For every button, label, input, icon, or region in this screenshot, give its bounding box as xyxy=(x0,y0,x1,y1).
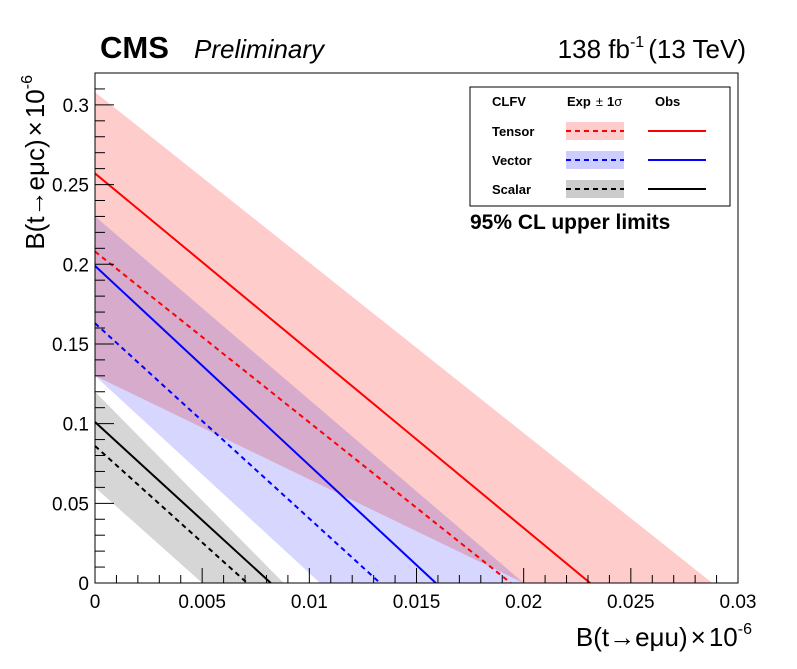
legend-header-pm: ± xyxy=(596,94,603,109)
y-tick-label: 0.2 xyxy=(63,255,89,276)
bands-layer xyxy=(95,92,713,583)
y-axis-title: B(t→eμc) × 10-6 xyxy=(19,75,50,250)
x-axis-title: B(t→eμu) × 10-6 xyxy=(576,621,752,652)
y-tick-label: 0 xyxy=(78,574,89,595)
legend-header-obs: Obs xyxy=(655,94,680,109)
x-tick-label: 0.025 xyxy=(607,592,655,613)
y-axis-main: B(t→eμc) xyxy=(20,139,50,249)
legend-header-model: CLFV xyxy=(492,94,526,109)
y-tick-label: 0.25 xyxy=(52,176,89,197)
legend-vector-label: Vector xyxy=(492,153,532,168)
lumi-exponent: -1 xyxy=(630,34,644,51)
x-axis-main: B(t→eμu) xyxy=(576,622,688,652)
y-axis-exp: -6 xyxy=(19,75,36,89)
lumi-label: 138 fb-1 (13 TeV) xyxy=(558,34,746,64)
y-axis-base: 10 xyxy=(20,89,50,118)
legend-header-one: 1 xyxy=(607,94,614,109)
x-tick-label: 0.02 xyxy=(505,592,542,613)
x-tick-label: 0.01 xyxy=(291,592,328,613)
x-tick-label: 0.005 xyxy=(178,592,226,613)
legend-scalar-label: Scalar xyxy=(492,182,531,197)
legend-rows: Tensor Vector Scalar xyxy=(492,122,706,198)
vector-band xyxy=(95,216,524,583)
vector-observed-line xyxy=(95,265,437,583)
y-tick-label: 0.1 xyxy=(63,415,89,436)
legend-header-exp-text: Exp xyxy=(567,94,591,109)
legend-tensor-label: Tensor xyxy=(492,124,534,139)
x-tick-label: 0.015 xyxy=(393,592,441,613)
tick-labels: 0 0.005 0.01 0.015 0.02 0.025 0.03 0 0.05 0.1 0.15… xyxy=(52,96,756,613)
x-axis-base: 10 xyxy=(709,622,738,652)
x-tick-label: 0 xyxy=(90,592,101,613)
x-axis-times: × xyxy=(691,622,706,652)
y-tick-label: 0.15 xyxy=(52,335,89,356)
legend: CLFV Exp ±1σ Obs Tensor Vector Scalar xyxy=(469,86,731,207)
tensor-band xyxy=(95,92,713,583)
scalar-expected-line xyxy=(95,445,248,583)
axis-ticks xyxy=(94,88,739,584)
y-axis-times: × xyxy=(20,121,50,136)
plot-area xyxy=(95,92,713,583)
scalar-band xyxy=(95,391,284,583)
lumi-value: 138 fb xyxy=(558,34,630,64)
preliminary-label: Preliminary xyxy=(194,34,326,64)
vector-expected-line xyxy=(95,322,381,583)
cl-annotation: 95% CL upper limits xyxy=(470,211,670,234)
x-tick-label: 0.03 xyxy=(720,592,757,613)
y-tick-label: 0.3 xyxy=(63,96,89,117)
scalar-observed-line xyxy=(95,421,272,583)
tensor-observed-line xyxy=(95,172,591,583)
cms-label: CMS xyxy=(100,30,169,65)
energy-label: (13 TeV) xyxy=(648,34,746,64)
lines-layer xyxy=(95,172,591,583)
legend-header-sigma: σ xyxy=(614,94,622,109)
tensor-expected-line xyxy=(95,250,512,583)
legend-header-exp: Exp ±1σ xyxy=(567,94,622,109)
x-axis-exp: -6 xyxy=(738,621,752,638)
y-tick-label: 0.05 xyxy=(52,494,89,515)
